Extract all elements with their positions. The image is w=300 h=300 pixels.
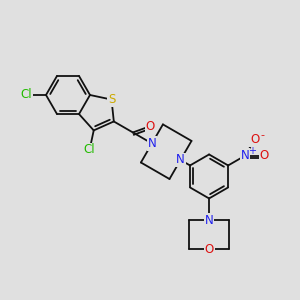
Text: O: O <box>146 120 155 133</box>
Text: -: - <box>261 130 265 140</box>
Text: Cl: Cl <box>20 88 32 101</box>
Text: S: S <box>108 93 115 106</box>
Text: O: O <box>205 243 214 256</box>
Text: +: + <box>248 146 256 156</box>
Text: N: N <box>205 214 214 227</box>
Text: N: N <box>241 149 250 162</box>
Text: N: N <box>148 137 156 150</box>
Text: O: O <box>260 149 268 162</box>
Text: O: O <box>250 133 259 146</box>
Text: N: N <box>176 154 185 166</box>
Text: Cl: Cl <box>84 143 95 157</box>
